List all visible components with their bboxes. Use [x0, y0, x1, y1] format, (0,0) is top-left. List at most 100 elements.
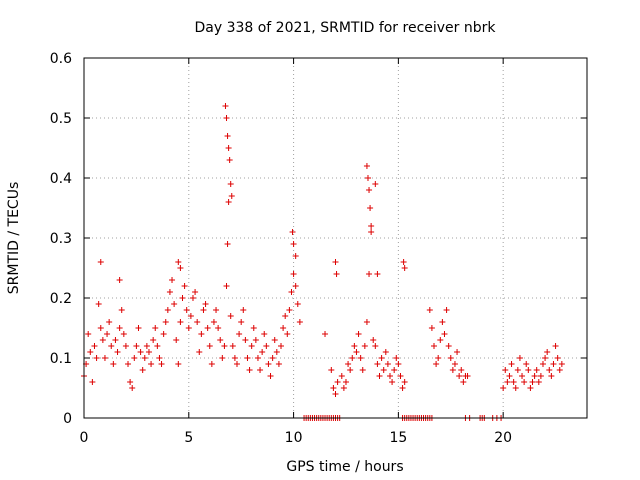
data-point — [333, 271, 340, 277]
data-point — [449, 367, 456, 373]
data-point — [286, 307, 293, 313]
data-point — [177, 265, 184, 271]
data-point — [206, 343, 213, 349]
x-tick-label: 20 — [494, 430, 512, 446]
data-point — [101, 355, 108, 361]
data-point — [451, 361, 458, 367]
data-point — [435, 355, 442, 361]
data-point — [227, 181, 234, 187]
data-point — [196, 349, 203, 355]
data-point — [504, 379, 511, 385]
data-point — [389, 379, 396, 385]
data-point — [181, 283, 188, 289]
data-point — [460, 379, 467, 385]
data-point — [500, 385, 507, 391]
data-point — [550, 361, 557, 367]
data-point — [116, 277, 123, 283]
data-point — [290, 241, 297, 247]
data-point — [87, 349, 94, 355]
data-point — [97, 325, 104, 331]
data-point — [382, 349, 389, 355]
data-point — [288, 289, 295, 295]
data-point — [169, 277, 176, 283]
data-point — [357, 355, 364, 361]
data-point — [367, 205, 374, 211]
data-point — [129, 385, 136, 391]
data-points — [81, 103, 565, 421]
data-point — [222, 103, 229, 109]
data-point — [91, 343, 98, 349]
data-point — [437, 337, 444, 343]
data-point — [544, 349, 551, 355]
data-point — [445, 343, 452, 349]
data-point — [363, 163, 370, 169]
y-axis-label: SRMTID / TECUs — [6, 182, 22, 295]
data-point — [116, 325, 123, 331]
data-point — [225, 145, 232, 151]
data-point — [334, 379, 341, 385]
data-point — [89, 379, 96, 385]
data-point — [175, 259, 182, 265]
data-point — [104, 331, 111, 337]
data-point — [125, 361, 132, 367]
data-point — [527, 385, 534, 391]
data-point — [535, 379, 542, 385]
data-point — [227, 313, 234, 319]
data-point — [226, 157, 233, 163]
data-point — [363, 319, 370, 325]
data-point — [351, 343, 358, 349]
data-point — [359, 367, 366, 373]
data-point — [139, 367, 146, 373]
data-point — [384, 361, 391, 367]
data-point — [127, 379, 134, 385]
data-point — [292, 253, 299, 259]
data-point — [458, 367, 465, 373]
data-point — [238, 319, 245, 325]
data-point — [340, 385, 347, 391]
data-point — [179, 295, 186, 301]
data-point — [525, 367, 532, 373]
data-point — [519, 373, 526, 379]
grid-lines — [84, 58, 587, 418]
data-point — [175, 361, 182, 367]
data-point — [395, 361, 402, 367]
data-point — [257, 367, 264, 373]
data-point — [148, 361, 155, 367]
data-point — [368, 229, 375, 235]
data-point — [240, 307, 247, 313]
data-point — [366, 271, 373, 277]
data-point — [198, 331, 205, 337]
data-point — [166, 289, 173, 295]
data-point — [99, 337, 106, 343]
data-point — [275, 361, 282, 367]
data-point — [246, 367, 253, 373]
data-point — [353, 349, 360, 355]
data-point — [85, 331, 92, 337]
data-point — [531, 373, 538, 379]
data-point — [370, 337, 377, 343]
data-point — [173, 337, 180, 343]
axis-ticks: 0 0.1 0.2 0.3 0.4 0.5 0.6 0 5 10 15 20 — [50, 51, 587, 446]
data-point — [347, 367, 354, 373]
data-point — [506, 373, 513, 379]
data-point — [267, 373, 274, 379]
data-point — [156, 355, 163, 361]
data-point — [433, 361, 440, 367]
data-point — [183, 307, 190, 313]
chart-title: Day 338 of 2021, SRMTID for receiver nbr… — [194, 20, 496, 36]
data-point — [349, 355, 356, 361]
data-point — [282, 313, 289, 319]
x-axis-label: GPS time / hours — [286, 459, 403, 475]
data-point — [271, 337, 278, 343]
data-point — [332, 391, 339, 397]
data-point — [546, 367, 553, 373]
data-point — [177, 319, 184, 325]
data-point — [280, 325, 287, 331]
data-point — [284, 331, 291, 337]
data-point — [213, 307, 220, 313]
data-point — [464, 373, 471, 379]
data-point — [374, 361, 381, 367]
data-point — [228, 193, 235, 199]
data-point — [548, 373, 555, 379]
data-point — [428, 325, 435, 331]
